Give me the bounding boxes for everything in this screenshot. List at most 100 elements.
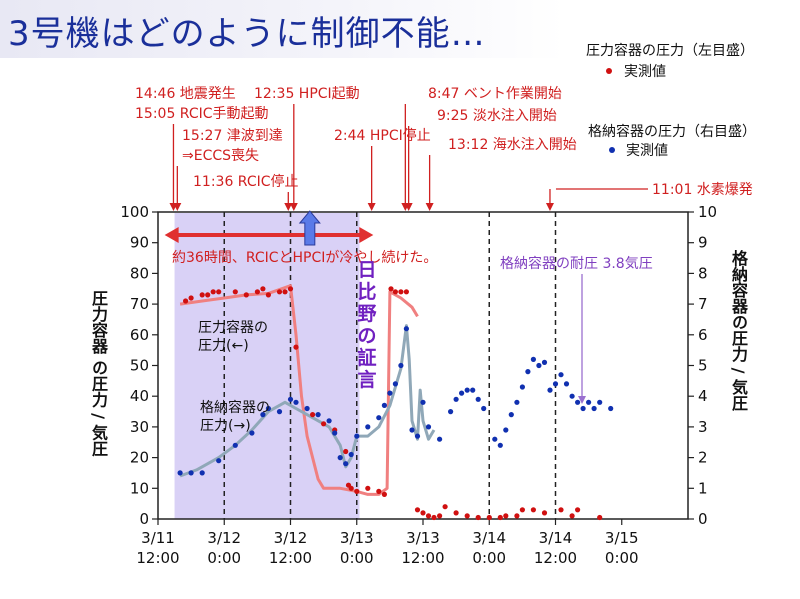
- rpv-data-point: [343, 448, 349, 455]
- pcv-data-point: [586, 399, 592, 405]
- y-tick-label-right: 4: [698, 387, 708, 405]
- y-axis-label-left: 圧力容器 の圧力 / 気圧: [89, 290, 108, 457]
- y-tick-label-right: 10: [698, 203, 717, 221]
- pcv-data-point: [348, 451, 354, 458]
- event-label: 12:35 HPCI起動: [254, 86, 360, 102]
- rpv-data-point: [188, 295, 194, 301]
- rpv-data-point: [282, 289, 288, 295]
- pcv-data-point: [414, 433, 421, 439]
- y-tick-label-right: 0: [698, 510, 708, 528]
- pcv-data-point: [392, 381, 398, 387]
- pcv-data-point: [453, 396, 459, 402]
- rpv-data-point: [442, 504, 448, 510]
- x-tick-label-time: 12:00: [136, 549, 179, 567]
- y-tick-label-left: 80: [130, 264, 149, 282]
- pcv-data-point: [541, 359, 548, 365]
- x-tick-label-time: 0:00: [605, 549, 639, 567]
- rpv-data-point: [530, 507, 537, 513]
- pcv-data-point: [503, 427, 509, 433]
- rpv-data-point: [293, 344, 299, 350]
- rpv-data-point: [575, 507, 581, 513]
- y-tick-label-right: 8: [698, 264, 708, 282]
- pcv-data-point: [552, 381, 559, 387]
- legend-pcv-title: 格納容器の圧力（右目盛）: [588, 124, 756, 140]
- rpv-data-point: [475, 514, 481, 521]
- x-tick-label-date: 3/13: [406, 529, 440, 547]
- x-tick-label-date: 3/12: [274, 529, 308, 547]
- rpv-data-point: [398, 289, 404, 295]
- pcv-data-point: [276, 409, 283, 415]
- testimony-arrow: [298, 210, 321, 246]
- rpv-data-point: [376, 488, 382, 494]
- pcv-data-point: [420, 399, 426, 405]
- rpv-data-point: [276, 289, 283, 295]
- pcv-data-point: [459, 390, 465, 396]
- pcv-data-point: [365, 424, 371, 430]
- pcv-data-point: [475, 396, 481, 402]
- rpv-data-point: [265, 292, 271, 298]
- event-label: 8:47 ベント作業開始: [428, 86, 562, 102]
- y-tick-label-right: 7: [698, 295, 708, 313]
- event-label: 15:05 RCIC手動起動: [135, 106, 269, 122]
- y-tick-label-right: 1: [698, 479, 708, 497]
- pcv-data-point: [403, 326, 409, 332]
- rpv-data-point: [425, 513, 432, 519]
- rpv-data-point: [321, 421, 327, 427]
- pcv-curve-label: 圧力(→): [200, 418, 251, 434]
- event-label: 2:44 HPCI停止: [334, 127, 431, 144]
- duration-arrow-head-right: [359, 227, 374, 244]
- x-tick-label-date: 3/14: [539, 529, 573, 547]
- x-tick-label-date: 3/15: [605, 529, 639, 547]
- rpv-data-point: [287, 286, 294, 292]
- testimony-char: 比: [357, 281, 376, 303]
- y-tick-label-right: 9: [698, 234, 708, 252]
- pcv-data-point: [381, 402, 387, 408]
- legend-pcv-marker: [609, 147, 615, 153]
- x-tick-label-time: 12:00: [534, 549, 577, 567]
- pcv-data-point: [376, 415, 382, 421]
- rpv-data-point: [388, 286, 394, 292]
- event-label: 11:01 水素爆発: [652, 182, 753, 198]
- rpv-data-point: [437, 513, 443, 519]
- y-tick-label-right: 3: [698, 418, 708, 436]
- y-tick-label-left: 30: [130, 418, 149, 436]
- rpv-data-point: [519, 507, 526, 513]
- pcv-data-point: [425, 424, 432, 430]
- event-arrow-head: [284, 203, 293, 211]
- pcv-data-point: [558, 372, 564, 378]
- rpv-data-point: [199, 292, 205, 298]
- duration-arrow-head-left: [164, 227, 179, 244]
- pcv-data-point: [293, 399, 299, 405]
- rpv-data-point: [216, 289, 222, 295]
- pcv-data-point: [536, 362, 542, 369]
- event-arrow-head: [367, 203, 376, 211]
- pcv-data-point: [199, 470, 205, 476]
- pcv-data-point: [470, 387, 476, 393]
- rpv-curve-label: 圧力容器の: [198, 319, 268, 336]
- pcv-data-point: [354, 433, 360, 439]
- rpv-data-point: [232, 289, 238, 295]
- rpv-data-point: [260, 286, 266, 292]
- x-tick-label-time: 12:00: [401, 549, 444, 567]
- y-tick-label-left: 10: [130, 479, 149, 497]
- event-arrow-head: [404, 203, 413, 211]
- rpv-data-point: [365, 485, 371, 491]
- y-tick-label-left: 40: [130, 387, 149, 405]
- y-tick-label-left: 70: [130, 295, 149, 313]
- shaded-period: [174, 213, 360, 519]
- event-label: 15:27 津波到達: [182, 128, 283, 144]
- design-limit-arrow-head: [578, 396, 586, 404]
- pcv-curve-label: 格納容器の: [200, 399, 270, 416]
- x-tick-label-time: 0:00: [207, 549, 241, 567]
- design-limit-label: 格納容器の耐圧 3.8気圧: [500, 255, 653, 272]
- rpv-data-point: [403, 289, 409, 295]
- pcv-data-point: [177, 470, 183, 476]
- pcv-data-point: [591, 405, 597, 412]
- legend-pcv-item: 実測値: [626, 143, 668, 159]
- rpv-data-point: [420, 510, 426, 516]
- pcv-data-point: [409, 427, 415, 433]
- pcv-data-point: [481, 405, 487, 412]
- y-tick-label-left: 0: [139, 510, 149, 528]
- rpv-data-point: [453, 510, 459, 516]
- pcv-data-point: [519, 384, 526, 390]
